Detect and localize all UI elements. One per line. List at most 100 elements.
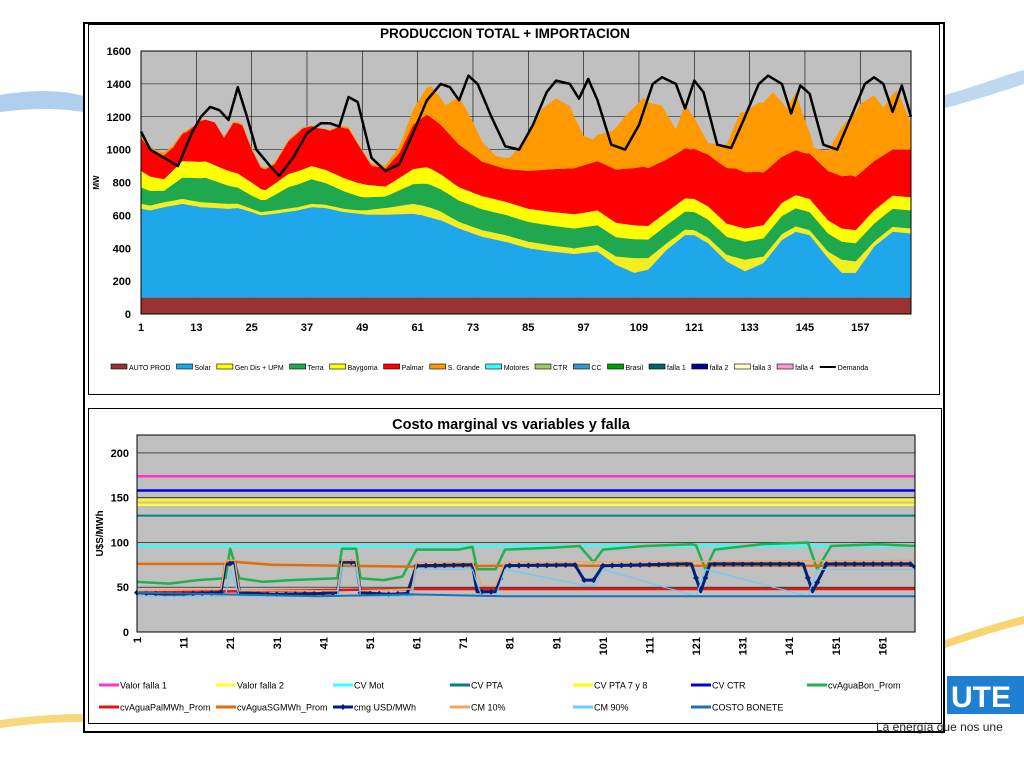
legend-swatch	[429, 363, 447, 370]
marker-cmg-usd-mwh	[879, 560, 886, 567]
legend-label: Demanda	[838, 365, 868, 372]
marker-cmg-usd-mwh	[329, 589, 336, 596]
marker-cmg-usd-mwh	[581, 577, 588, 584]
x-tick-label: 97	[578, 322, 590, 334]
marker-cmg-usd-mwh	[776, 560, 783, 567]
legend-label: Brasil	[626, 365, 644, 372]
marker-cmg-usd-mwh	[674, 561, 681, 568]
marker-cmg-usd-mwh	[320, 590, 327, 597]
legend-label: falla 2	[710, 365, 729, 372]
marker-cmg-usd-mwh	[525, 562, 532, 569]
x-tick-label: 13	[190, 322, 202, 334]
x-tick-label: 73	[467, 322, 479, 334]
line-cm-10	[136, 559, 916, 592]
x-tick-label: 121	[685, 322, 703, 334]
legend-item-ctr: CTR	[534, 363, 567, 372]
legend-label: CV PTA 7 y 8	[594, 681, 647, 691]
area-solar	[141, 203, 911, 298]
legend-swatch	[776, 363, 794, 370]
marker-cmg-usd-mwh	[516, 562, 523, 569]
marker-cmg-usd-mwh	[907, 560, 914, 567]
legend-item-demanda: Demanda	[819, 365, 868, 372]
company-tagline: La energía que nos une	[876, 720, 1003, 734]
y-tick-label: 0	[123, 627, 129, 639]
legend-item-terra: Terra	[289, 363, 324, 372]
legend-label: CV Mot	[354, 681, 385, 691]
x-tick-label: 51	[365, 637, 377, 649]
marker-cmg-usd-mwh	[208, 589, 215, 596]
legend-label: CV PTA	[471, 681, 503, 691]
marker-cmg-usd-mwh	[870, 560, 877, 567]
legend-label: falla 3	[752, 365, 771, 372]
marker-cmg-usd-mwh	[618, 562, 625, 569]
marker-cmg-usd-mwh	[553, 562, 560, 569]
y-tick-label: 200	[111, 448, 129, 460]
x-tick-label: 133	[740, 322, 758, 334]
legend-item-cvaguasgmwh-prom: cvAguaSGMWh_Prom	[216, 703, 328, 713]
legend-label: Terra	[308, 365, 324, 372]
marker-cmg-usd-mwh	[693, 574, 700, 581]
legend-item-falla-4: falla 4	[776, 363, 814, 372]
marker-cmg-usd-mwh	[730, 560, 737, 567]
marker-cmg-usd-mwh	[311, 590, 318, 597]
legend-label: falla 1	[667, 365, 686, 372]
line-costo-bonete	[136, 591, 915, 598]
legend-item-cvaguabon-prom: cvAguaBon_Prom	[807, 681, 901, 691]
legend-item-costo-bonete: COSTO BONETE	[691, 703, 783, 713]
marker-cmg-usd-mwh	[814, 579, 821, 586]
plot-area	[137, 435, 915, 632]
marker-cmg-usd-mwh	[637, 561, 644, 568]
legend-item-cm-10: CM 10%	[450, 703, 506, 713]
marker-cmg-usd-mwh	[842, 560, 849, 567]
marker-cmg-usd-mwh	[422, 562, 429, 569]
legend-label: Valor falla 2	[237, 681, 284, 691]
legend-item-baygorria: Baygorria	[329, 363, 378, 372]
legend-label: falla 4	[795, 365, 814, 372]
x-tick-label: 31	[272, 637, 284, 649]
marker-cmg-usd-mwh	[823, 560, 830, 567]
legend-label: CM 10%	[471, 703, 506, 713]
y-tick-label: 150	[111, 493, 129, 505]
y-tick-label: 600	[113, 210, 131, 222]
y-tick-label: 800	[113, 178, 131, 190]
x-tick-label: 41	[318, 637, 330, 649]
production-chart-svg: 0 200 400 600 800 1000 1200 1400 1600 1 13 25 37 49 61…	[92, 26, 913, 372]
legend-item-cmg-usd-mwh: cmg USD/MWh	[333, 703, 416, 713]
legend-swatch	[216, 363, 234, 370]
legend-label: Gen Dis + UPM	[235, 365, 284, 372]
legend-label: Solar	[195, 365, 212, 372]
plot-border	[136, 434, 916, 633]
legend-label: Palmar	[402, 365, 425, 372]
marker-cmg-usd-mwh	[898, 560, 905, 567]
marginal-cost-chart: 0 50 100 150 200 1 11 21 31 41 51 61 71 81 91 101 111 121…	[88, 408, 942, 724]
legend-item-falla-3: falla 3	[734, 363, 771, 372]
legend-label: cvAguaBon_Prom	[828, 681, 901, 691]
legend-item-cv-pta: CV PTA	[450, 681, 503, 691]
x-tick-label: 101	[598, 637, 610, 655]
marker-cmg-usd-mwh	[786, 560, 793, 567]
x-tick-label: 21	[225, 637, 237, 649]
x-tick-label: 141	[784, 637, 796, 655]
marker-cmg-usd-mwh	[227, 560, 234, 567]
legend-item-cv-pta-7-y-8: CV PTA 7 y 8	[573, 681, 647, 691]
legend-item-s-grande: S. Grande	[429, 363, 480, 372]
marker-cmg-usd-mwh	[711, 560, 718, 567]
legend-swatch	[289, 363, 306, 370]
marker-cmg-usd-mwh	[860, 560, 867, 567]
marker-cmg-usd-mwh	[627, 562, 634, 569]
legend-label: CC	[591, 365, 601, 372]
legend-item-cv-ctr: CV CTR	[691, 681, 746, 691]
legend-label: CM 90%	[594, 703, 629, 713]
marker-cmg-usd-mwh	[739, 560, 746, 567]
marker-cmg-usd-mwh	[832, 560, 839, 567]
area-baygorria	[141, 161, 911, 244]
marker-cmg-usd-mwh	[534, 562, 541, 569]
x-tick-label: 121	[691, 637, 703, 655]
marker-cmg-usd-mwh	[767, 560, 774, 567]
y-tick-label: 1600	[107, 46, 131, 58]
legend-swatch	[691, 363, 709, 370]
legend-item-cvaguapalmwh-prom: cvAguaPalMWh_Prom	[99, 703, 211, 713]
y-tick-label: 100	[111, 537, 129, 549]
series-cm-10	[136, 559, 916, 592]
y-tick-label: 1000	[107, 145, 131, 157]
